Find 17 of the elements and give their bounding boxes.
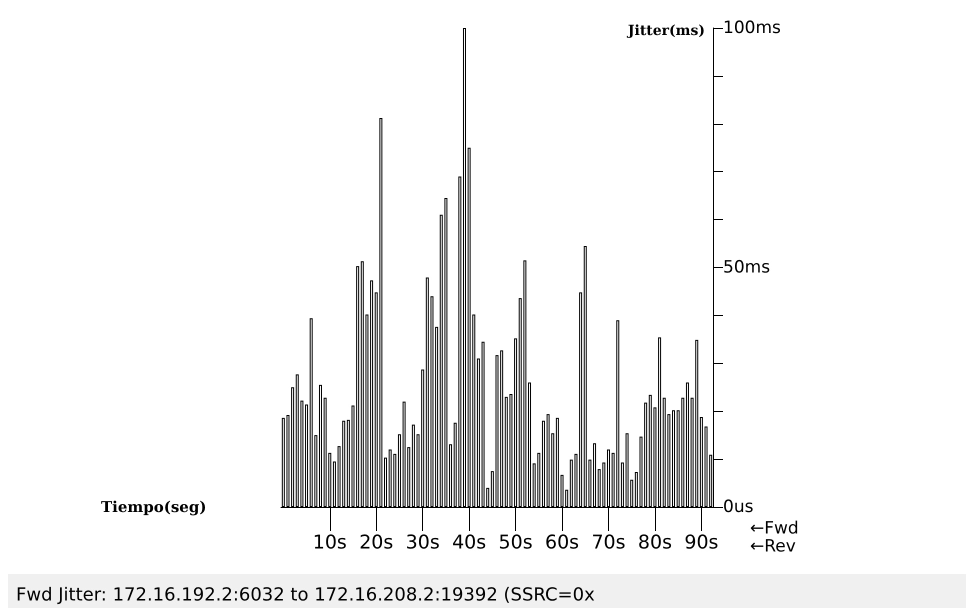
text: ←Rev (750, 536, 796, 556)
x-axis-title: Tiempo(seg) (101, 498, 206, 516)
x-tick-label: 80s (638, 532, 672, 554)
x-tick-label: 20s (359, 532, 394, 554)
x-tick-label: 70s (591, 532, 626, 554)
y-axis-title: Jitter(ms) (626, 23, 705, 39)
y-tick-label: 100ms (723, 18, 782, 38)
text: Fwd Jitter: 172.16.192.2:6032 to 172.16.208.2:19392 (SSRC=0x (16, 584, 596, 606)
x-tick-label: 30s (406, 532, 440, 554)
y-tick-label: 0us (723, 497, 754, 517)
x-tick-label: 50s (498, 532, 533, 554)
x-tick-label: 90s (684, 532, 718, 554)
text: ←Fwd (750, 518, 799, 538)
x-tick-label: 10s (312, 532, 347, 554)
x-tick-label: 40s (452, 532, 486, 554)
y-tick-label: 50ms (723, 258, 770, 278)
x-tick-label: 60s (544, 532, 580, 554)
